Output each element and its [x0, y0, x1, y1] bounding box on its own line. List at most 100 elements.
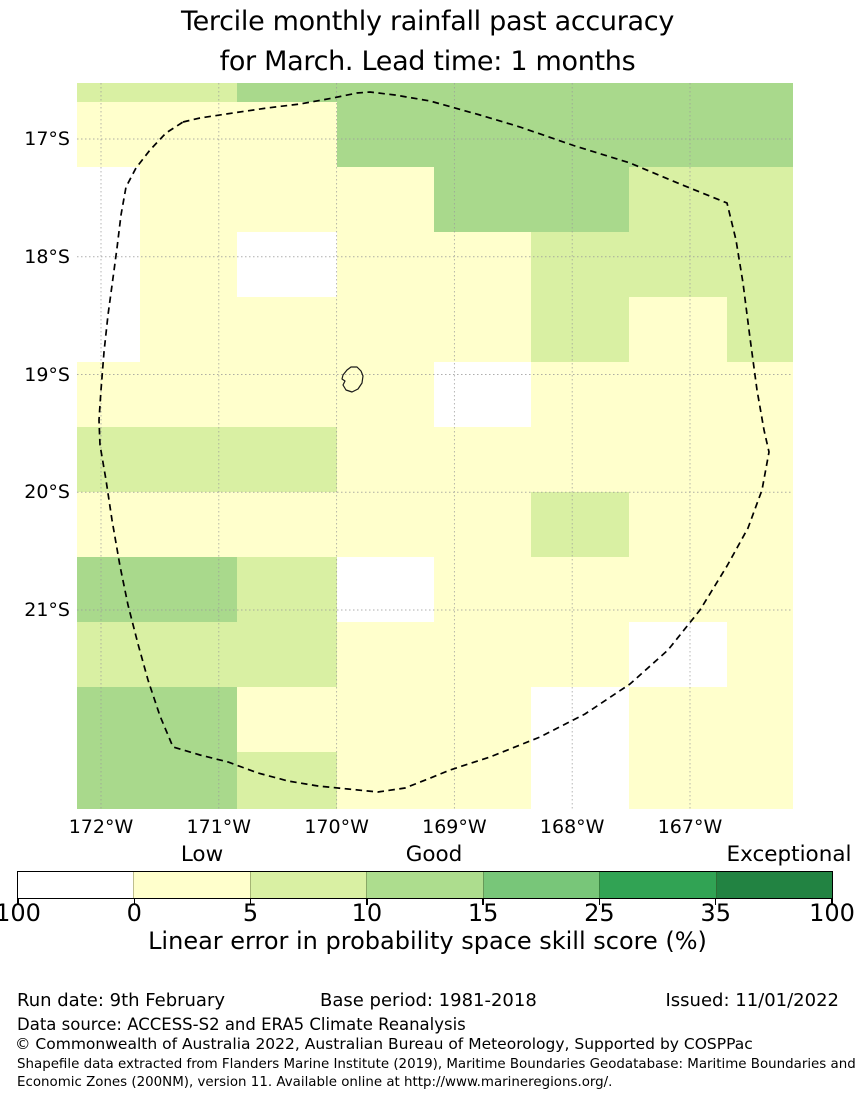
grid-cell — [77, 362, 140, 427]
colorbar-tick-mark — [249, 899, 252, 905]
colorbar-tick-mark — [831, 899, 833, 905]
grid-cell — [629, 752, 727, 809]
grid-cell — [629, 427, 727, 492]
grid-cell — [434, 232, 531, 297]
colorbar-tick-mark — [133, 899, 135, 905]
grid-cell — [140, 492, 237, 557]
run-date-text: Run date: 9th February — [17, 990, 226, 1011]
colorbar-category-label: Low — [180, 842, 224, 867]
lon-tick-label: 172°W — [68, 816, 134, 838]
grid-cell — [337, 752, 434, 809]
grid-cell — [531, 622, 629, 687]
colorbar — [17, 871, 833, 899]
grid-cell — [140, 232, 237, 297]
colorbar-segment — [366, 872, 483, 898]
niue-island-outline — [341, 366, 364, 393]
lon-tick-label: 171°W — [186, 816, 252, 838]
grid-cell — [140, 687, 237, 752]
grid-cell — [337, 427, 434, 492]
grid-cell — [434, 427, 531, 492]
grid-cell — [727, 362, 793, 427]
grid-cell — [531, 167, 629, 232]
colorbar-category-label: Good — [405, 842, 463, 867]
colorbar-tick-mark — [17, 899, 19, 905]
grid-cell — [140, 427, 237, 492]
grid-cell — [77, 167, 140, 232]
grid-cell — [531, 557, 629, 622]
colorbar-segment — [599, 872, 716, 898]
grid-cell — [727, 752, 793, 809]
grid-cell — [629, 83, 727, 102]
grid-cell — [434, 102, 531, 167]
colorbar-tick-mark — [366, 899, 368, 905]
eez-boundary-dashed-line — [98, 91, 770, 793]
grid-cell — [531, 492, 629, 557]
grid-cell — [140, 557, 237, 622]
colorbar-tick-label: 0 — [126, 899, 142, 927]
grid-cell — [434, 167, 531, 232]
grid-cell — [727, 102, 793, 167]
grid-cell — [337, 622, 434, 687]
colorbar-axis-label: Linear error in probability space skill … — [148, 927, 707, 955]
grid-cell — [337, 362, 434, 427]
grid-cell — [629, 232, 727, 297]
grid-cell — [531, 362, 629, 427]
chart-title-line2: for March. Lead time: 1 months — [219, 46, 636, 77]
grid-cell — [237, 752, 337, 809]
grid-cell — [434, 752, 531, 809]
grid-cell — [237, 427, 337, 492]
lat-tick-label: 19°S — [24, 363, 70, 386]
grid-cell — [140, 297, 237, 362]
colorbar-tick-label: 35 — [700, 899, 731, 927]
colorbar-category-label: Exceptional — [726, 842, 852, 867]
grid-cell — [531, 83, 629, 102]
colorbar-tick-mark — [715, 899, 717, 905]
grid-cell — [727, 687, 793, 752]
colorbar-tick-label: 25 — [584, 899, 615, 927]
grid-cell — [727, 622, 793, 687]
grid-cell — [727, 427, 793, 492]
shapefile-attribution-line2: Economic Zones (200NM), version 11. Avai… — [17, 1075, 613, 1090]
grid-cell — [727, 232, 793, 297]
grid-cell — [531, 427, 629, 492]
grid-cell — [237, 622, 337, 687]
lon-tick-label: 168°W — [539, 816, 605, 838]
grid-cell — [337, 557, 434, 622]
grid-cell — [337, 232, 434, 297]
lat-tick-label: 18°S — [24, 245, 70, 268]
chart-title-line1: Tercile monthly rainfall past accuracy — [181, 6, 674, 37]
grid-cell — [434, 492, 531, 557]
grid-cell — [337, 83, 434, 102]
grid-cell — [337, 492, 434, 557]
grid-cell — [434, 362, 531, 427]
grid-cell — [727, 557, 793, 622]
grid-cell — [629, 492, 727, 557]
colorbar-tick-label: 100 — [0, 899, 41, 927]
lat-tick-label: 21°S — [24, 599, 70, 621]
grid-cell — [727, 167, 793, 232]
colorbar-tick-label: 10 — [351, 899, 383, 927]
grid-cell — [237, 557, 337, 622]
grid-cell — [77, 557, 140, 622]
copyright-text: © Commonwealth of Australia 2022, Austra… — [15, 1035, 753, 1053]
grid-cell — [531, 102, 629, 167]
grid-cell — [77, 83, 140, 102]
shapefile-attribution-line1: Shapefile data extracted from Flanders M… — [17, 1057, 855, 1072]
grid-cell — [434, 622, 531, 687]
colorbar-tick-label: 100 — [809, 899, 855, 927]
grid-cell — [237, 232, 337, 297]
grid-cell — [237, 102, 337, 167]
colorbar-segment — [133, 872, 250, 898]
lon-tick-label: 169°W — [422, 816, 487, 838]
grid-cell — [629, 687, 727, 752]
latlon-gridlines — [77, 83, 793, 809]
colorbar-tick-mark — [598, 899, 601, 905]
grid-cell — [77, 687, 140, 752]
grid-cell — [629, 557, 727, 622]
grid-cell — [237, 687, 337, 752]
grid-cell — [531, 687, 629, 752]
grid-cell — [77, 297, 140, 362]
grid-cell — [629, 362, 727, 427]
lat-tick-label: 20°S — [24, 481, 70, 504]
grid-cell — [140, 102, 237, 167]
